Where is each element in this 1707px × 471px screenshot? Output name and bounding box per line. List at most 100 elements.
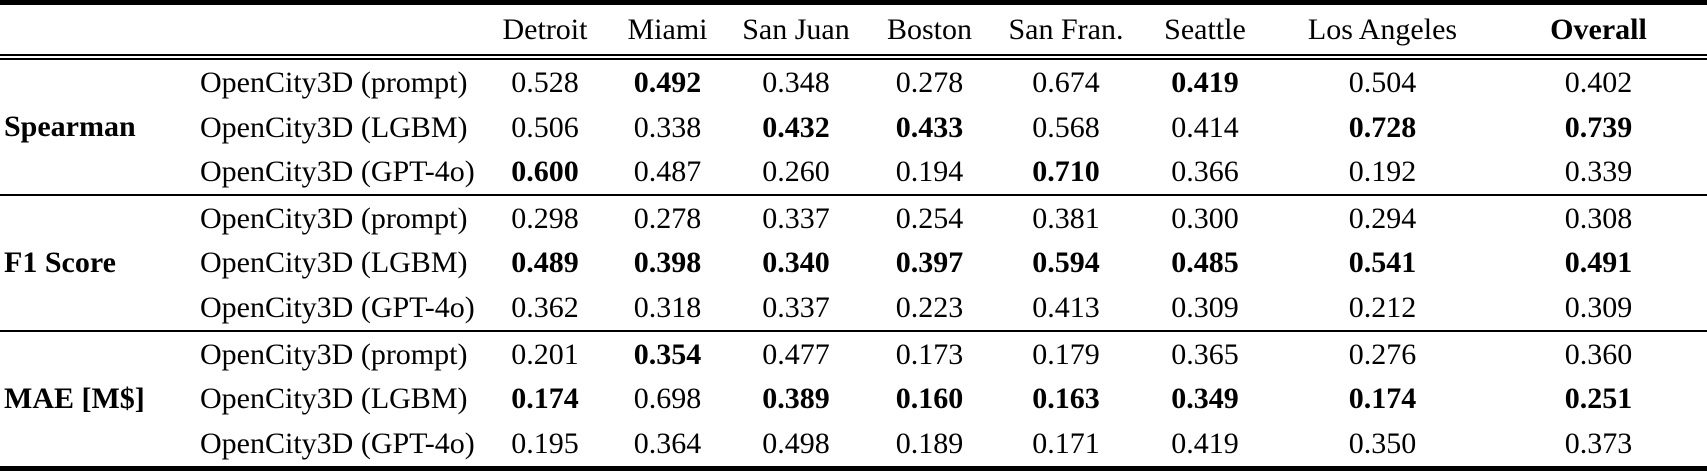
- cell-value: 0.381: [1032, 201, 1100, 235]
- cell-value: 0.397: [895, 246, 964, 280]
- cell-value: 0.504: [1348, 65, 1417, 99]
- column-header-seattle: Seattle: [1164, 12, 1246, 46]
- cell-value: 0.163: [1032, 382, 1100, 416]
- column-header-boston: Boston: [886, 12, 973, 46]
- cell-value: 0.349: [1171, 382, 1239, 416]
- cell-value: 0.413: [1032, 290, 1100, 324]
- cell-value: 0.528: [511, 65, 579, 99]
- metric-label-f1-score: F1 Score: [4, 246, 116, 280]
- table-row: Spearman OpenCity3D (prompt) 0.528 0.492…: [0, 57, 1707, 144]
- column-header-san-fran: San Fran.: [1008, 12, 1124, 46]
- cell-value: 0.541: [1348, 246, 1417, 280]
- cell-value: 0.477: [762, 337, 830, 371]
- cell-value: 0.360: [1564, 337, 1633, 371]
- cell-value: 0.189: [895, 426, 964, 460]
- method-label: OpenCity3D (LGBM): [200, 246, 468, 280]
- header-method-spacer: [190, 3, 485, 57]
- cell-value: 0.276: [1348, 337, 1417, 371]
- cell-value: 0.223: [895, 290, 964, 324]
- cell-value: 0.194: [895, 155, 964, 189]
- cell-value: 0.485: [1171, 246, 1239, 280]
- cell-value: 0.492: [633, 65, 702, 99]
- cell-value: 0.489: [511, 246, 579, 280]
- cell-value: 0.201: [511, 337, 579, 371]
- method-label: OpenCity3D (prompt): [200, 337, 468, 371]
- cell-value: 0.698: [633, 382, 702, 416]
- column-header-san-juan: San Juan: [742, 12, 850, 46]
- metric-label-spearman: Spearman: [4, 110, 136, 144]
- column-header-los-angeles: Los Angeles: [1307, 12, 1458, 46]
- method-label: OpenCity3D (prompt): [200, 65, 468, 99]
- cell-value: 0.373: [1564, 426, 1633, 460]
- method-label: OpenCity3D (LGBM): [200, 110, 468, 144]
- header-metric-spacer: [0, 3, 190, 57]
- cell-value: 0.251: [1564, 382, 1633, 416]
- metric-label-mae: MAE [M$]: [4, 382, 145, 416]
- cell-value: 0.212: [1348, 290, 1417, 324]
- table-row: OpenCity3D (LGBM) 0.174 0.698 0.389 0.16…: [0, 376, 1707, 420]
- cell-value: 0.309: [1564, 290, 1633, 324]
- cell-value: 0.364: [633, 426, 702, 460]
- cell-value: 0.337: [762, 290, 830, 324]
- table-row: F1 Score OpenCity3D (prompt) 0.298 0.278…: [0, 195, 1707, 279]
- cell-value: 0.195: [511, 426, 579, 460]
- cell-value: 0.339: [1564, 155, 1633, 189]
- cell-value: 0.171: [1032, 426, 1100, 460]
- cell-value: 0.402: [1564, 65, 1633, 99]
- cell-value: 0.354: [633, 337, 702, 371]
- section-f1-score: F1 Score OpenCity3D (prompt) 0.298 0.278…: [0, 194, 1707, 331]
- cell-value: 0.414: [1171, 110, 1239, 144]
- cell-value: 0.506: [511, 110, 579, 144]
- cell-value: 0.160: [895, 382, 964, 416]
- table-row: MAE [M$] OpenCity3D (prompt) 0.201 0.354…: [0, 331, 1707, 416]
- column-header-detroit: Detroit: [502, 12, 588, 46]
- cell-value: 0.318: [633, 290, 702, 324]
- cell-value: 0.491: [1564, 246, 1633, 280]
- cell-value: 0.278: [895, 65, 964, 99]
- cell-value: 0.728: [1348, 110, 1417, 144]
- cell-value: 0.254: [895, 201, 964, 235]
- cell-value: 0.340: [762, 246, 830, 280]
- section-spearman: Spearman OpenCity3D (prompt) 0.528 0.492…: [0, 57, 1707, 195]
- cell-value: 0.487: [633, 155, 702, 189]
- cell-value: 0.362: [511, 290, 579, 324]
- cell-value: 0.739: [1564, 110, 1633, 144]
- table-row: OpenCity3D (GPT-4o) 0.195 0.364 0.498 0.…: [0, 421, 1707, 469]
- cell-value: 0.389: [762, 382, 830, 416]
- cell-value: 0.366: [1171, 155, 1239, 189]
- cell-value: 0.298: [511, 201, 579, 235]
- section-mae: MAE [M$] OpenCity3D (prompt) 0.201 0.354…: [0, 330, 1707, 469]
- table-row: OpenCity3D (LGBM) 0.489 0.398 0.340 0.39…: [0, 241, 1707, 285]
- table-row: OpenCity3D (GPT-4o) 0.362 0.318 0.337 0.…: [0, 285, 1707, 331]
- method-label: OpenCity3D (GPT-4o): [200, 290, 475, 324]
- cell-value: 0.348: [762, 65, 830, 99]
- method-label: OpenCity3D (prompt): [200, 201, 468, 235]
- cell-value: 0.260: [762, 155, 830, 189]
- method-label: OpenCity3D (GPT-4o): [200, 155, 475, 189]
- method-label: OpenCity3D (GPT-4o): [200, 426, 475, 460]
- header-row: Detroit Miami San Juan Boston San Fran. …: [0, 3, 1707, 57]
- cell-value: 0.433: [895, 110, 964, 144]
- cell-value: 0.174: [511, 382, 579, 416]
- column-header-miami: Miami: [627, 12, 708, 46]
- cell-value: 0.338: [633, 110, 702, 144]
- cell-value: 0.398: [633, 246, 702, 280]
- cell-value: 0.294: [1348, 201, 1417, 235]
- table-row: OpenCity3D (GPT-4o) 0.600 0.487 0.260 0.…: [0, 149, 1707, 195]
- cell-value: 0.350: [1348, 426, 1417, 460]
- cell-value: 0.419: [1171, 426, 1239, 460]
- column-header-overall: Overall: [1550, 12, 1647, 46]
- cell-value: 0.498: [762, 426, 830, 460]
- cell-value: 0.710: [1032, 155, 1100, 189]
- cell-value: 0.365: [1171, 337, 1239, 371]
- cell-value: 0.192: [1348, 155, 1417, 189]
- cell-value: 0.173: [895, 337, 964, 371]
- table-header: Detroit Miami San Juan Boston San Fran. …: [0, 3, 1707, 57]
- cell-value: 0.309: [1171, 290, 1239, 324]
- table-row: OpenCity3D (LGBM) 0.506 0.338 0.432 0.43…: [0, 105, 1707, 149]
- cell-value: 0.594: [1032, 246, 1100, 280]
- cell-value: 0.300: [1171, 201, 1239, 235]
- cell-value: 0.174: [1348, 382, 1417, 416]
- cell-value: 0.568: [1032, 110, 1100, 144]
